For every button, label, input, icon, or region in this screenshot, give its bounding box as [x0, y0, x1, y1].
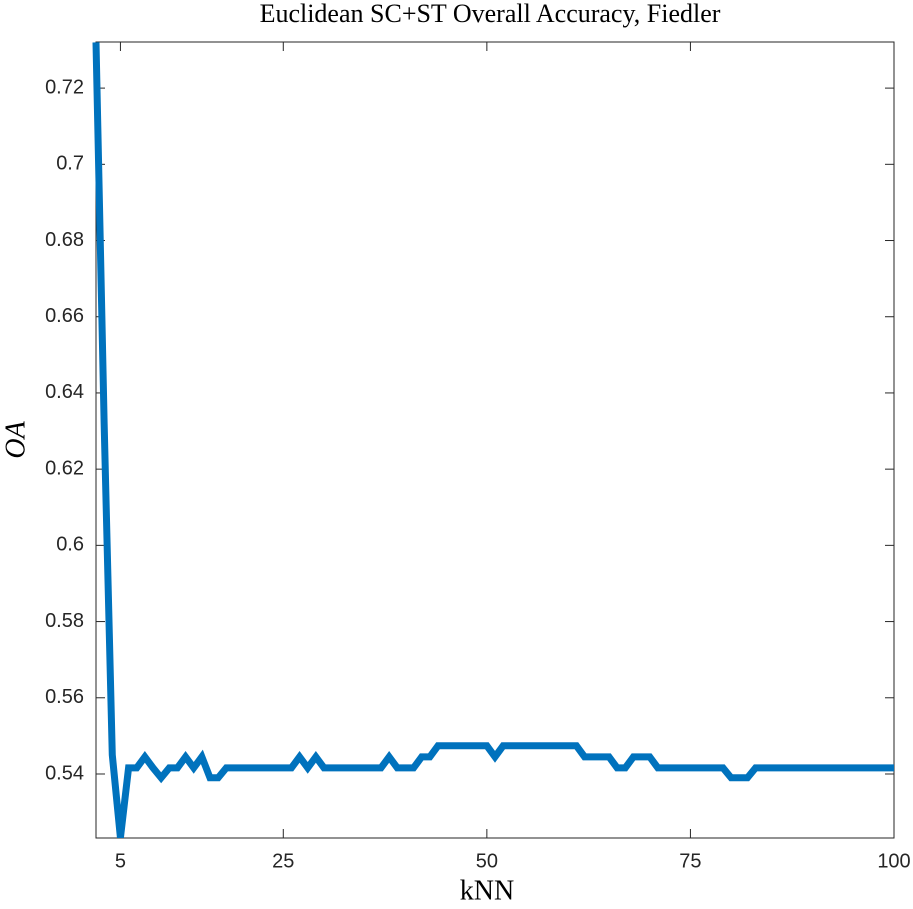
y-axis-label: OA — [0, 420, 31, 458]
y-tick-label: 0.68 — [45, 229, 84, 251]
plot-area — [95, 41, 895, 839]
x-tick-label: 50 — [476, 850, 498, 872]
y-tick-label: 0.62 — [45, 457, 84, 479]
chart-title: Euclidean SC+ST Overall Accuracy, Fiedle… — [260, 0, 721, 28]
y-tick-label: 0.56 — [45, 686, 84, 708]
y-tick-label: 0.7 — [56, 153, 84, 175]
y-tick-label: 0.6 — [56, 534, 84, 556]
y-tick-label: 0.66 — [45, 305, 84, 327]
data-line — [92, 42, 894, 839]
y-tick-label: 0.54 — [45, 762, 84, 784]
y-tick-label: 0.72 — [45, 76, 84, 98]
x-tick-label: 5 — [115, 850, 126, 872]
y-tick-label: 0.64 — [45, 381, 84, 403]
x-tick-label: 75 — [679, 850, 701, 872]
x-tick-label: 100 — [877, 850, 910, 872]
x-axis-label: kNN — [460, 875, 514, 906]
x-tick-label: 25 — [272, 850, 294, 872]
y-tick-label: 0.58 — [45, 610, 84, 632]
